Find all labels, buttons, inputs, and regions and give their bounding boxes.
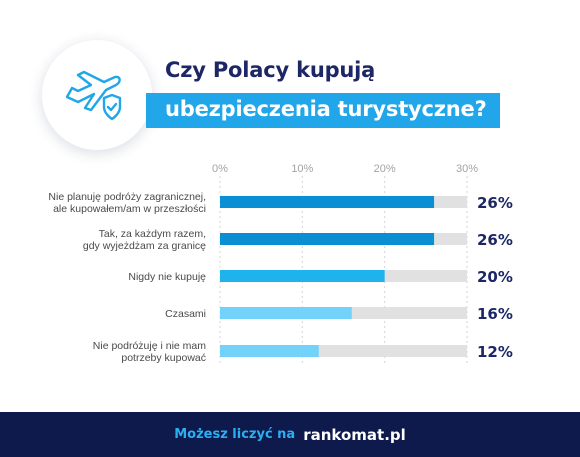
bar [220, 233, 435, 245]
x-tick-label: 20% [374, 163, 396, 175]
x-tick-label: 10% [291, 163, 313, 175]
value-label: 16% [477, 305, 513, 323]
value-label: 20% [477, 268, 513, 286]
title-banner [146, 93, 500, 128]
bar-chart: 0% 10% 20% 30% 26% Nie planuję podróży zagran… [48, 163, 513, 365]
x-tick-label: 0% [212, 163, 228, 175]
airplane-shield-icon [65, 70, 122, 121]
value-label: 26% [477, 194, 513, 212]
title-line-2: ubezpieczenia turystyczne? [165, 97, 487, 121]
category-label: Nie podróżuję i nie mam potrzeby kupować [93, 340, 206, 364]
category-label: Nigdy nie kupuję [128, 271, 206, 283]
bar [220, 270, 385, 282]
bar [220, 345, 319, 357]
icon-badge [42, 40, 152, 150]
category-label: Nie planuję podróży zagranicznej, ale kup… [48, 191, 206, 215]
category-label: Czasami [165, 308, 206, 320]
bar [220, 307, 352, 319]
footer-text: Możesz liczyć na [174, 427, 296, 442]
title-line-1: Czy Polacy kupują [165, 58, 376, 82]
brand-logo: rankomat.pl [303, 425, 406, 444]
category-label: Tak, za każdym razem, gdy wyjeżdżam za gr… [83, 228, 206, 252]
footer: Możesz liczyć na rankomat.pl [0, 412, 580, 457]
value-label: 12% [477, 343, 513, 361]
bar [220, 196, 435, 208]
x-tick-label: 30% [456, 163, 478, 175]
value-label: 26% [477, 231, 513, 249]
